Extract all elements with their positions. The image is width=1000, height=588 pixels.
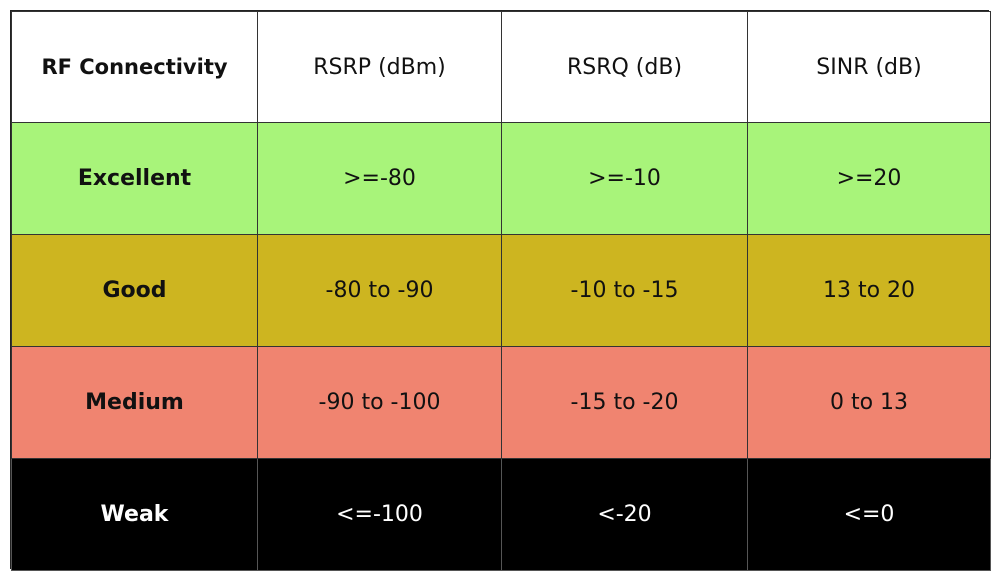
row-excellent: Excellent >=-80 >=-10 >=20: [12, 123, 991, 235]
header-rf-connectivity: RF Connectivity: [12, 12, 258, 123]
weak-rsrp: <=-100: [258, 459, 502, 571]
good-sinr: 13 to 20: [748, 235, 991, 347]
medium-rsrp: -90 to -100: [258, 347, 502, 459]
header-row: RF Connectivity RSRP (dBm) RSRQ (dB) SIN…: [12, 12, 991, 123]
medium-label: Medium: [12, 347, 258, 459]
excellent-label: Excellent: [12, 123, 258, 235]
weak-sinr: <=0: [748, 459, 991, 571]
header-sinr: SINR (dB): [748, 12, 991, 123]
row-good: Good -80 to -90 -10 to -15 13 to 20: [12, 235, 991, 347]
row-weak: Weak <=-100 <-20 <=0: [12, 459, 991, 571]
weak-rsrq: <-20: [502, 459, 748, 571]
rf-connectivity-table-container: RF Connectivity RSRP (dBm) RSRQ (dB) SIN…: [10, 10, 989, 569]
header-rsrq: RSRQ (dB): [502, 12, 748, 123]
excellent-rsrq: >=-10: [502, 123, 748, 235]
header-rsrp: RSRP (dBm): [258, 12, 502, 123]
medium-rsrq: -15 to -20: [502, 347, 748, 459]
excellent-rsrp: >=-80: [258, 123, 502, 235]
weak-label: Weak: [12, 459, 258, 571]
rf-connectivity-table: RF Connectivity RSRP (dBm) RSRQ (dB) SIN…: [11, 11, 991, 571]
excellent-sinr: >=20: [748, 123, 991, 235]
good-rsrp: -80 to -90: [258, 235, 502, 347]
good-rsrq: -10 to -15: [502, 235, 748, 347]
medium-sinr: 0 to 13: [748, 347, 991, 459]
good-label: Good: [12, 235, 258, 347]
row-medium: Medium -90 to -100 -15 to -20 0 to 13: [12, 347, 991, 459]
